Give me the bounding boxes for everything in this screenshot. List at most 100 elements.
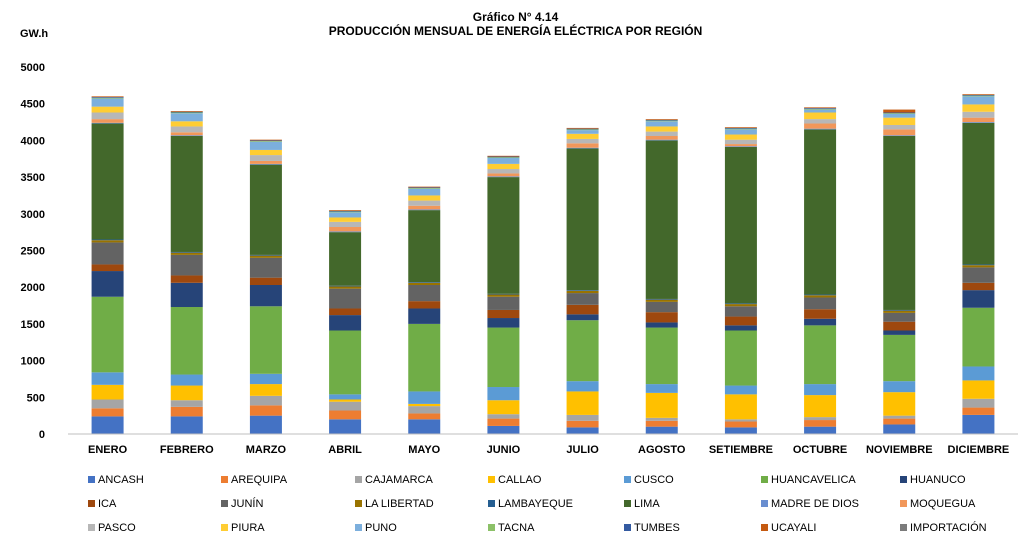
bar-segment [804, 129, 837, 295]
bar-segment [170, 111, 203, 112]
bar-segment [566, 127, 599, 129]
bar-stack [724, 127, 757, 434]
bar-segment [170, 132, 203, 136]
bar-segment [804, 426, 837, 434]
bar-segment [883, 310, 916, 313]
bar-segment [170, 275, 203, 283]
bar-segment [170, 307, 203, 375]
bar-segment [249, 149, 282, 156]
bar-segment [170, 126, 203, 133]
bar-segment [249, 155, 282, 161]
bar-segment [566, 143, 599, 148]
bar-segment [883, 309, 916, 311]
bar-segment [804, 107, 837, 109]
bar-segment [487, 163, 520, 170]
bar-segment [249, 141, 282, 150]
bar-segment [804, 119, 837, 124]
bar-segment [883, 129, 916, 136]
bar-segment [249, 306, 282, 374]
bar-segment [883, 334, 916, 382]
bar-segment [249, 384, 282, 396]
bar-segment [487, 296, 520, 310]
bar-segment [91, 106, 124, 113]
legend-label: PUNO [365, 522, 397, 534]
bar-segment [249, 160, 282, 164]
bar-segment [566, 427, 599, 434]
legend-swatch [88, 524, 95, 531]
bar-segment [645, 327, 678, 385]
bar-segment [962, 111, 995, 118]
legend-label: PASCO [98, 522, 136, 534]
bar-segment [329, 288, 362, 309]
legend-item: TACNA [488, 522, 535, 534]
bar-segment [329, 231, 362, 233]
bar-segment [724, 421, 757, 428]
bar-segment [329, 217, 362, 222]
legend-swatch [221, 500, 228, 507]
bar-segment [487, 318, 520, 328]
legend-label: TUMBES [634, 522, 680, 534]
legend-label: TACNA [498, 522, 535, 534]
bar-segment [329, 315, 362, 331]
x-tick-label: MARZO [246, 444, 287, 456]
legend-swatch [900, 476, 907, 483]
legend-label: HUANCAVELICA [771, 474, 856, 486]
bar-segment [487, 157, 520, 159]
bar-segment [804, 128, 837, 130]
legend-label: LA LIBERTAD [365, 498, 434, 510]
bar-segment [804, 384, 837, 396]
legend-swatch [355, 524, 362, 531]
bar-segment [329, 330, 362, 395]
bar-segment [724, 419, 757, 422]
y-tick-label: 4500 [21, 99, 45, 111]
bar-segment [724, 128, 757, 130]
y-tick-label: 5000 [21, 62, 45, 74]
bar-segment [329, 221, 362, 228]
bar-segment [487, 309, 520, 319]
bar-segment [724, 427, 757, 434]
bar-segment [249, 139, 282, 141]
legend-label: LIMA [634, 498, 660, 510]
bar-segment [487, 293, 520, 295]
bar-segment [487, 294, 520, 297]
legend-label: PIURA [231, 522, 265, 534]
bar-segment [883, 415, 916, 419]
bar-stack [487, 155, 520, 434]
bar-segment [170, 252, 203, 255]
bar-segment [724, 127, 757, 129]
bar-segment [91, 271, 124, 297]
bar-segment [487, 169, 520, 174]
bar-stack [170, 111, 203, 434]
bar-segment [91, 98, 124, 107]
bar-segment [329, 401, 362, 411]
chart-title: Gráfico N° 4.14 [473, 10, 559, 24]
bar-segment [249, 257, 282, 278]
bar-segment [645, 384, 678, 393]
bar-segment [566, 414, 599, 421]
bar-segment [804, 295, 837, 298]
legend-item: ICA [88, 498, 117, 510]
bar-segment [91, 112, 124, 120]
bar-segment [883, 424, 916, 434]
bar-segment [487, 177, 520, 294]
bar-segment [329, 399, 362, 402]
bar-segment [566, 138, 599, 144]
bar-segment [883, 381, 916, 393]
bar-segment [883, 321, 916, 331]
bar-segment [645, 139, 678, 141]
bar-segment [408, 210, 441, 283]
legend-item: MOQUEGUA [900, 498, 976, 510]
bar-segment [170, 111, 203, 113]
bar-segment [645, 417, 678, 421]
legend-item: UCAYALI [761, 522, 816, 534]
bar-segment [408, 195, 441, 201]
bar-segment [883, 113, 916, 118]
bar-segment [487, 176, 520, 178]
bar-segment [91, 239, 124, 241]
bar-segment [883, 312, 916, 322]
bar-segment [724, 147, 757, 304]
bar-segment [804, 112, 837, 120]
x-tick-label: DICIEMBRE [948, 444, 1010, 456]
bar-segment [329, 210, 362, 211]
